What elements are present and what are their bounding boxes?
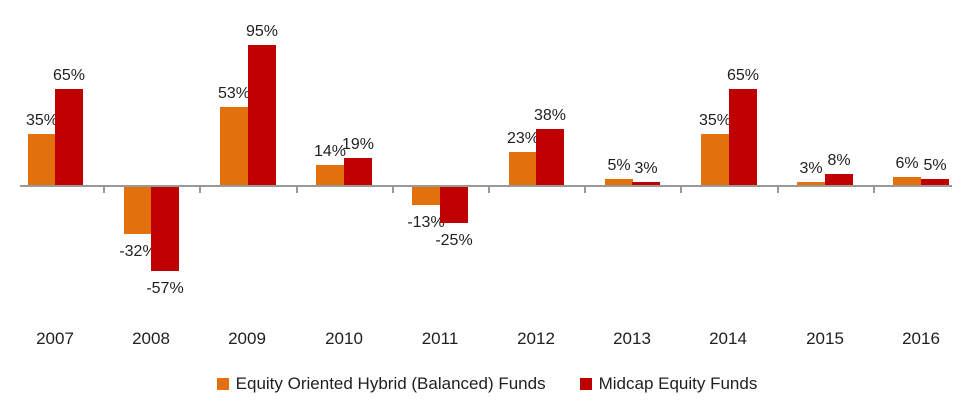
data-label-midcap-2011: -25%: [435, 232, 473, 249]
x-axis-tick: [488, 187, 490, 193]
bar-midcap-2016: [921, 179, 949, 186]
x-axis-tick: [199, 187, 201, 193]
x-axis-line: [20, 185, 952, 187]
bar-midcap-2007: [55, 89, 83, 186]
x-axis-label-2010: 2010: [325, 329, 363, 348]
x-axis-tick: [680, 187, 682, 193]
x-axis-label-2013: 2013: [613, 329, 651, 348]
legend-item-midcap-funds: Midcap Equity Funds: [579, 374, 758, 394]
data-label-balanced-2014: 35%: [698, 112, 732, 129]
data-label-midcap-2016: 5%: [923, 157, 947, 174]
data-label-midcap-2007: 65%: [52, 67, 86, 84]
x-axis-tick: [873, 187, 875, 193]
data-label-midcap-2013: 3%: [634, 160, 658, 177]
x-axis-label-2007: 2007: [36, 329, 74, 348]
bar-midcap-2012: [536, 129, 564, 186]
legend-item-balanced-funds: Equity Oriented Hybrid (Balanced) Funds: [216, 374, 546, 394]
x-axis-tick: [103, 187, 105, 193]
data-label-balanced-2012: 23%: [506, 130, 540, 147]
data-label-balanced-2010: 14%: [313, 143, 347, 160]
x-axis-label-2008: 2008: [132, 329, 170, 348]
x-axis-label-2012: 2012: [517, 329, 555, 348]
data-label-balanced-2007: 35%: [25, 112, 59, 129]
data-label-balanced-2016: 6%: [895, 155, 919, 172]
legend: Equity Oriented Hybrid (Balanced) Funds …: [0, 374, 974, 394]
plot-area: 35% 65% 2007 -32% -57% 2008 53% 95% 2009 14% 19% 20…: [20, 23, 952, 348]
x-axis-tick: [296, 187, 298, 193]
legend-swatch-midcap-funds-icon: [579, 378, 592, 390]
bar-balanced-2007: [28, 134, 56, 186]
data-label-midcap-2009: 95%: [245, 23, 279, 40]
bar-balanced-2013: [605, 179, 633, 186]
x-axis-tick: [392, 187, 394, 193]
bar-balanced-2009: [220, 107, 248, 186]
data-label-midcap-2008: -57%: [146, 280, 184, 297]
legend-label-midcap-funds: Midcap Equity Funds: [598, 374, 758, 393]
bar-midcap-2014: [729, 89, 757, 186]
legend-label-balanced-funds: Equity Oriented Hybrid (Balanced) Funds: [235, 374, 546, 393]
bar-balanced-2010: [316, 165, 344, 186]
data-label-midcap-2012: 38%: [533, 107, 567, 124]
x-axis-label-2016: 2016: [902, 329, 940, 348]
x-axis-tick: [584, 187, 586, 193]
bar-midcap-2011: [440, 186, 468, 223]
legend-swatch-balanced-funds-icon: [216, 378, 229, 390]
bar-balanced-2011: [412, 186, 440, 205]
bar-midcap-2009: [248, 45, 276, 186]
x-axis-label-2009: 2009: [228, 329, 266, 348]
data-label-balanced-2008: -32%: [119, 243, 157, 260]
data-label-balanced-2011: -13%: [407, 214, 445, 231]
data-label-midcap-2010: 19%: [341, 136, 375, 153]
bar-balanced-2016: [893, 177, 921, 186]
data-label-midcap-2014: 65%: [726, 67, 760, 84]
bar-midcap-2013: [632, 182, 660, 186]
data-label-midcap-2015: 8%: [827, 152, 851, 169]
bar-balanced-2012: [509, 152, 537, 186]
bar-midcap-2015: [825, 174, 853, 186]
x-axis-label-2011: 2011: [421, 329, 459, 348]
data-label-balanced-2013: 5%: [607, 157, 631, 174]
data-label-balanced-2009: 53%: [217, 85, 251, 102]
bar-balanced-2015: [797, 182, 825, 186]
bar-midcap-2010: [344, 158, 372, 186]
data-label-balanced-2015: 3%: [799, 160, 823, 177]
bar-midcap-2008: [151, 186, 179, 271]
bar-balanced-2014: [701, 134, 729, 186]
x-axis-label-2015: 2015: [806, 329, 844, 348]
x-axis-label-2014: 2014: [709, 329, 747, 348]
bar-balanced-2008: [124, 186, 152, 234]
x-axis-tick: [777, 187, 779, 193]
